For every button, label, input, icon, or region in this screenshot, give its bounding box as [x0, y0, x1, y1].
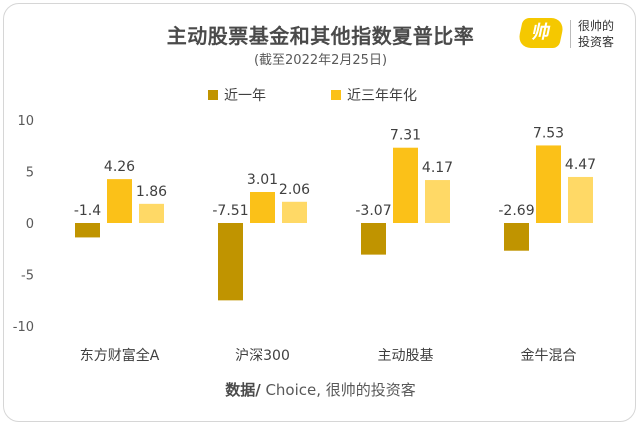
y-tick-label: -10: [13, 320, 34, 335]
legend-label-1yr: 近一年: [224, 88, 266, 104]
data-label: 4.47: [565, 157, 596, 173]
bar-0-2: [139, 203, 164, 223]
data-label: -2.69: [498, 203, 534, 219]
bar-1-1: [250, 191, 275, 223]
legend-swatch-3yr: [331, 90, 341, 100]
bar-3-1: [536, 145, 561, 223]
x-category-label: 东方财富全A: [80, 347, 160, 364]
bar-1-0: [218, 223, 243, 301]
x-category-label: 主动股基: [378, 347, 434, 364]
source-note: 数据/ Choice, 很帅的投资客: [0, 379, 641, 400]
legend-label-3yr: 近三年年化: [347, 88, 417, 104]
data-label: -3.07: [355, 203, 391, 219]
data-label: 4.17: [422, 160, 453, 176]
bar-1-2: [282, 201, 307, 223]
brand-logo: 帅 很帅的 投资客: [516, 16, 636, 56]
bar-0-0: [75, 223, 100, 238]
data-label: 1.86: [136, 184, 167, 200]
chart-subtitle: (截至2022年2月25日): [253, 53, 388, 68]
logo-divider: [570, 20, 571, 48]
chart-legend: 近一年 近三年年化: [0, 85, 641, 105]
source-text: Choice, 很帅的投资客: [260, 381, 416, 399]
data-label: 7.31: [390, 128, 421, 144]
chart-title: 主动股票基金和其他指数夏普比率: [166, 24, 475, 48]
data-label: -7.51: [212, 203, 248, 219]
logo-text-line1: 很帅的: [578, 19, 615, 33]
bar-3-2: [568, 176, 593, 223]
bar-0-1: [107, 179, 132, 223]
y-tick-label: 5: [26, 166, 34, 181]
source-label: 数据/: [225, 381, 261, 399]
data-label: 3.01: [247, 172, 278, 188]
bar-3-0: [504, 223, 529, 251]
y-tick-label: 10: [17, 114, 34, 129]
bar-2-1: [393, 147, 418, 223]
legend-item-3yr: 近三年年化: [331, 85, 417, 105]
data-label: 2.06: [279, 182, 310, 198]
x-category-label: 沪深300: [235, 348, 290, 364]
legend-swatch-1yr: [208, 90, 218, 100]
y-tick-label: 0: [26, 217, 34, 232]
bar-2-2: [425, 180, 450, 223]
y-tick-label: -5: [21, 269, 34, 284]
bar-2-0: [361, 223, 386, 255]
x-category-label: 金牛混合: [521, 348, 577, 364]
logo-text-line2: 投资客: [578, 35, 615, 49]
data-label: 4.26: [104, 159, 135, 175]
legend-item-1yr: 近一年: [208, 85, 266, 105]
data-label: 7.53: [533, 125, 564, 141]
logo-text: 很帅的 投资客: [578, 18, 614, 50]
data-label: -1.4: [74, 203, 101, 219]
